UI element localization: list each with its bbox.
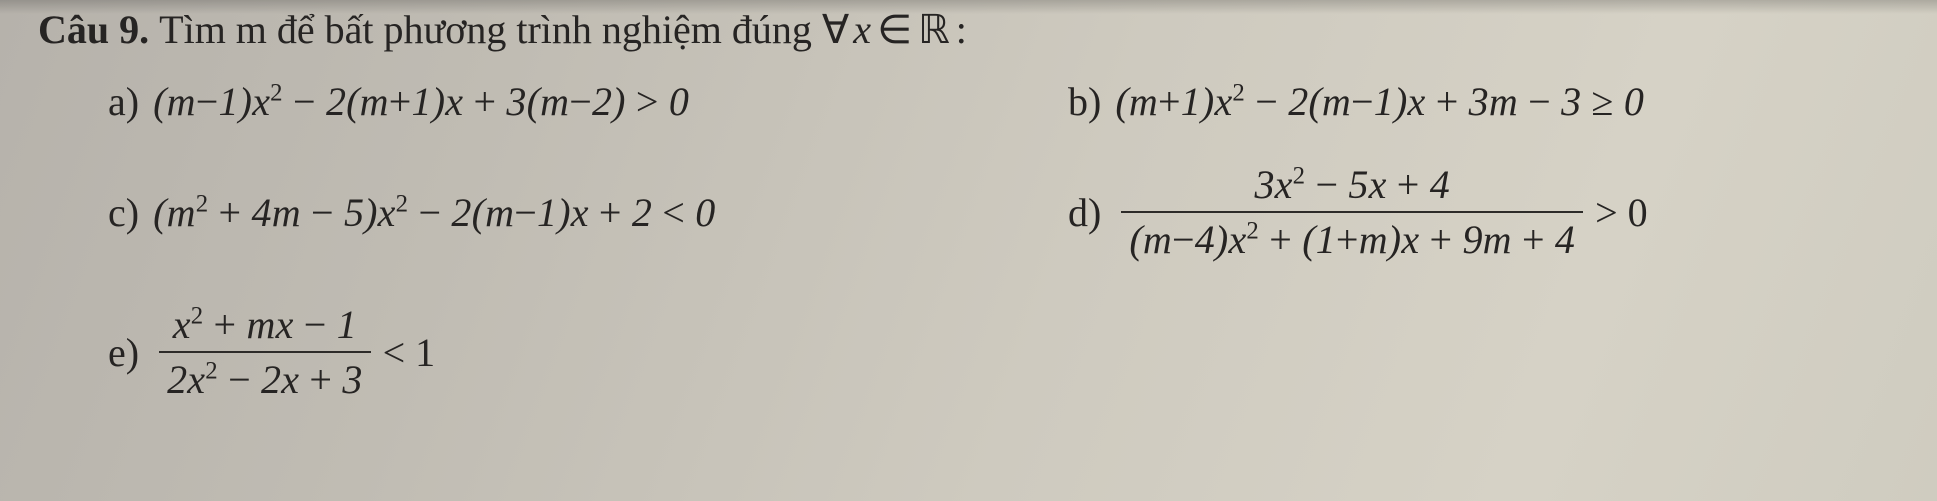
var-x: x xyxy=(853,10,871,50)
item-d-fraction: 3x2 − 5x + 4 (m−4)x2 + (1+m)x + 9m + 4 xyxy=(1121,159,1583,265)
item-e-den: 2x2 − 2x + 3 xyxy=(159,354,371,405)
item-a: a) (m−1)x2 − 2(m+1)x + 3(m−2) > 0 xyxy=(38,78,1068,125)
item-e-label: e) xyxy=(108,329,139,376)
forall-symbol: ∀ xyxy=(822,10,849,50)
item-c-label: c) xyxy=(108,189,139,236)
item-e: e) x2 + mx − 1 2x2 − 2x + 3 < 1 xyxy=(38,299,435,405)
question-stem: Câu 9. Tìm m để bất phương trình nghiệm … xyxy=(38,10,1907,50)
row-ab: a) (m−1)x2 − 2(m+1)x + 3(m−2) > 0 b) (m+… xyxy=(38,78,1907,125)
question-stem-text: Tìm m để bất phương trình nghiệm đúng xyxy=(159,10,812,50)
fraction-bar xyxy=(1121,211,1583,213)
item-b-label: b) xyxy=(1068,78,1101,125)
item-b: b) (m+1)x2 − 2(m−1)x + 3m − 3 ≥ 0 xyxy=(1068,78,1644,125)
colon: : xyxy=(956,10,967,50)
row-e: e) x2 + mx − 1 2x2 − 2x + 3 < 1 xyxy=(38,299,1907,405)
item-d-rel: > 0 xyxy=(1595,189,1648,236)
item-c: c) (m2 + 4m − 5)x2 − 2(m−1)x + 2 < 0 xyxy=(38,189,1068,236)
item-a-expr: (m−1)x2 − 2(m+1)x + 3(m−2) > 0 xyxy=(153,78,689,125)
item-d-den: (m−4)x2 + (1+m)x + 9m + 4 xyxy=(1121,214,1583,265)
item-d-num: 3x2 − 5x + 4 xyxy=(1246,159,1458,210)
item-d-label: d) xyxy=(1068,189,1101,236)
item-a-label: a) xyxy=(108,78,139,125)
in-symbol: ∈ xyxy=(877,10,912,50)
item-e-rel: < 1 xyxy=(383,329,436,376)
question-label: Câu 9. xyxy=(38,10,149,50)
item-d: d) 3x2 − 5x + 4 (m−4)x2 + (1+m)x + 9m + … xyxy=(1068,159,1648,265)
item-b-expr: (m+1)x2 − 2(m−1)x + 3m − 3 ≥ 0 xyxy=(1115,78,1644,125)
item-c-expr: (m2 + 4m − 5)x2 − 2(m−1)x + 2 < 0 xyxy=(153,189,715,236)
item-e-num: x2 + mx − 1 xyxy=(165,299,365,350)
set-R: ℝ xyxy=(918,10,950,50)
item-e-fraction: x2 + mx − 1 2x2 − 2x + 3 xyxy=(159,299,371,405)
row-cd: c) (m2 + 4m − 5)x2 − 2(m−1)x + 2 < 0 d) … xyxy=(38,159,1907,265)
question-block: Câu 9. Tìm m để bất phương trình nghiệm … xyxy=(38,10,1907,405)
fraction-bar xyxy=(159,351,371,353)
